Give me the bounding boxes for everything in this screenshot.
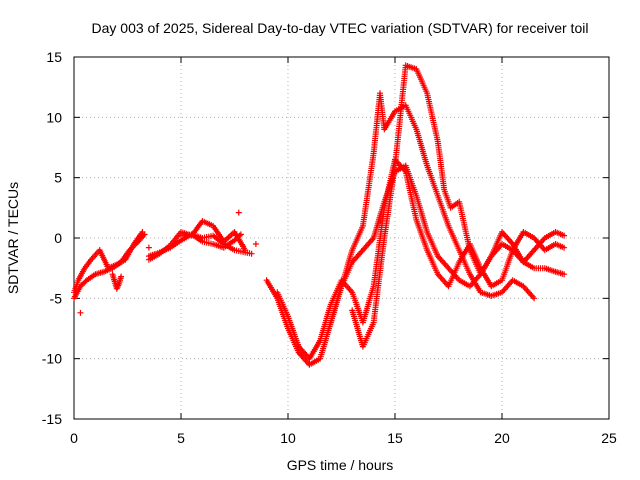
series-points-track-7 <box>263 162 568 368</box>
x-axis-label: GPS time / hours <box>287 457 394 473</box>
series-points-track-10 <box>349 62 568 350</box>
series-points-track-3 <box>109 271 125 292</box>
y-tick-label: -15 <box>42 411 62 427</box>
y-tick-label: 5 <box>54 170 62 186</box>
y-tick-label: 0 <box>54 230 62 246</box>
x-tick-label: 25 <box>601 430 617 446</box>
series-track-10 <box>349 62 568 350</box>
series-points-track-2 <box>71 231 148 302</box>
series-points-track-9 <box>327 90 538 326</box>
series-track-6 <box>178 231 244 251</box>
x-tick-label: 10 <box>280 430 296 446</box>
data-points <box>71 62 568 368</box>
chart-title: Day 003 of 2025, Sidereal Day-to-day VTE… <box>92 20 589 36</box>
y-tick-labels: -15 -10 -5 0 5 10 15 <box>42 49 62 427</box>
outlier-point <box>145 244 152 251</box>
y-axis-label: SDTVAR / TECUs <box>5 182 21 294</box>
x-tick-label: 20 <box>494 430 510 446</box>
series-track-9 <box>327 90 538 326</box>
series-track-7 <box>263 162 568 368</box>
x-tick-label: 15 <box>387 430 403 446</box>
outlier-point <box>235 209 242 216</box>
y-tick-label: -10 <box>42 351 62 367</box>
series-points-track-6 <box>178 231 244 251</box>
axis-ticks <box>73 56 610 420</box>
outlier-point <box>77 309 84 316</box>
x-tick-label: 5 <box>177 430 185 446</box>
x-tick-labels: 0 5 10 15 20 25 <box>70 430 617 446</box>
x-tick-label: 0 <box>70 430 78 446</box>
series-track-2 <box>71 231 148 302</box>
y-tick-label: 10 <box>46 109 62 125</box>
series-track-3 <box>109 271 125 292</box>
y-tick-label: -5 <box>50 290 63 306</box>
outlier-point <box>252 241 259 248</box>
y-tick-label: 15 <box>46 49 62 65</box>
